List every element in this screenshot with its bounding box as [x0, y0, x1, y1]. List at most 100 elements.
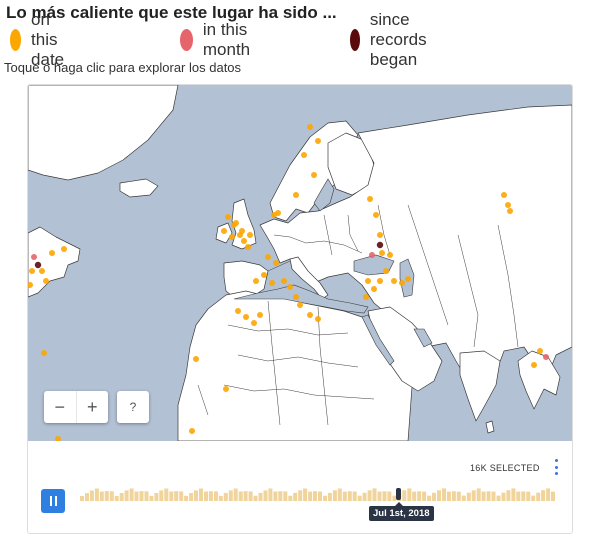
record-dot[interactable] [257, 312, 263, 318]
histogram-bar [342, 491, 347, 501]
histogram-bar [516, 491, 521, 501]
record-dot[interactable] [235, 308, 241, 314]
record-dot[interactable] [223, 386, 229, 392]
record-dot[interactable] [383, 268, 389, 274]
record-dot[interactable] [221, 228, 227, 234]
histogram-bar [109, 491, 114, 501]
record-dot[interactable] [369, 252, 375, 258]
record-dot[interactable] [265, 254, 271, 260]
record-dot[interactable] [507, 208, 513, 214]
record-dot[interactable] [233, 220, 239, 226]
more-vertical-icon[interactable] [552, 459, 560, 475]
world-map[interactable] [28, 85, 572, 441]
record-dot[interactable] [543, 354, 549, 360]
record-dot[interactable] [245, 244, 251, 250]
histogram-bar [451, 491, 456, 501]
record-dot[interactable] [301, 152, 307, 158]
histogram-bar [402, 490, 407, 501]
record-dot[interactable] [505, 202, 511, 208]
record-dot[interactable] [311, 172, 317, 178]
histogram-bar [392, 495, 397, 501]
record-dot[interactable] [193, 356, 199, 362]
histogram-bar [442, 488, 446, 501]
record-dot[interactable] [225, 214, 231, 220]
record-dot[interactable] [537, 348, 543, 354]
help-button[interactable]: ? [117, 391, 149, 423]
record-dot[interactable] [297, 302, 303, 308]
record-dot[interactable] [29, 268, 35, 274]
zoom-in-button[interactable]: + [75, 391, 109, 423]
record-dot[interactable] [307, 124, 313, 130]
record-dot[interactable] [379, 250, 385, 256]
record-dot[interactable] [307, 312, 313, 318]
record-dot[interactable] [31, 254, 37, 260]
histogram-bar [278, 491, 283, 501]
record-dot[interactable] [189, 428, 195, 434]
record-dot[interactable] [405, 276, 411, 282]
histogram-bar [218, 495, 223, 501]
timeline-handle[interactable] [396, 488, 401, 500]
record-dot[interactable] [34, 261, 42, 269]
record-dot[interactable] [377, 278, 383, 284]
record-dot[interactable] [315, 138, 321, 144]
record-dot[interactable] [247, 232, 253, 238]
record-dot[interactable] [371, 286, 377, 292]
record-dot[interactable] [315, 316, 321, 322]
record-dot[interactable] [43, 278, 49, 284]
histogram-bar [337, 488, 342, 501]
record-dot[interactable] [363, 294, 369, 300]
map-canvas[interactable]: − + ? [28, 85, 572, 441]
legend-item-on-this-date: on this date [10, 10, 75, 69]
record-dot[interactable] [243, 314, 249, 320]
record-dot[interactable] [241, 238, 247, 244]
record-dot[interactable] [365, 278, 371, 284]
zoom-out-button[interactable]: − [54, 396, 65, 417]
record-dot[interactable] [39, 268, 45, 274]
histogram-bar [491, 491, 496, 501]
record-dot[interactable] [261, 272, 267, 278]
record-dot[interactable] [55, 436, 61, 441]
record-dot[interactable] [49, 250, 55, 256]
record-dot[interactable] [373, 212, 379, 218]
record-dot[interactable] [61, 246, 67, 252]
record-dot[interactable] [387, 252, 393, 258]
histogram-bar [208, 491, 213, 501]
record-dot[interactable] [273, 260, 279, 266]
record-dot[interactable] [229, 234, 235, 240]
record-dot[interactable] [251, 320, 257, 326]
histogram-bar [432, 492, 436, 501]
histogram-bar [238, 491, 243, 501]
histogram-bar [476, 488, 481, 501]
histogram-bar [496, 495, 501, 501]
histogram-bar [129, 488, 134, 501]
record-dot[interactable] [239, 228, 245, 234]
histogram-bar [184, 495, 189, 501]
record-dot[interactable] [377, 232, 383, 238]
timeline-histogram[interactable] [80, 473, 556, 501]
histogram-bar [481, 491, 486, 501]
record-dot[interactable] [501, 192, 507, 198]
record-dot[interactable] [293, 192, 299, 198]
histogram-bar [213, 491, 218, 501]
histogram-bar [124, 490, 129, 501]
histogram-bar [362, 492, 367, 501]
record-dot[interactable] [391, 278, 397, 284]
histogram-bar [471, 490, 476, 501]
record-dot[interactable] [269, 280, 275, 286]
record-dot[interactable] [281, 278, 287, 284]
record-dot[interactable] [367, 196, 373, 202]
record-dot[interactable] [41, 350, 47, 356]
histogram-bar [149, 495, 154, 501]
legend-label-in-this-month: in this month [202, 20, 251, 59]
record-dot[interactable] [28, 282, 33, 288]
record-dot[interactable] [399, 280, 405, 286]
histogram-bar [293, 492, 298, 501]
record-dot[interactable] [275, 210, 281, 216]
record-dot[interactable] [531, 362, 537, 368]
record-dot[interactable] [253, 278, 259, 284]
pause-button[interactable] [41, 489, 65, 513]
record-dot[interactable] [376, 241, 384, 249]
histogram-bar [134, 491, 139, 501]
record-dot[interactable] [287, 284, 293, 290]
record-dot[interactable] [293, 294, 299, 300]
